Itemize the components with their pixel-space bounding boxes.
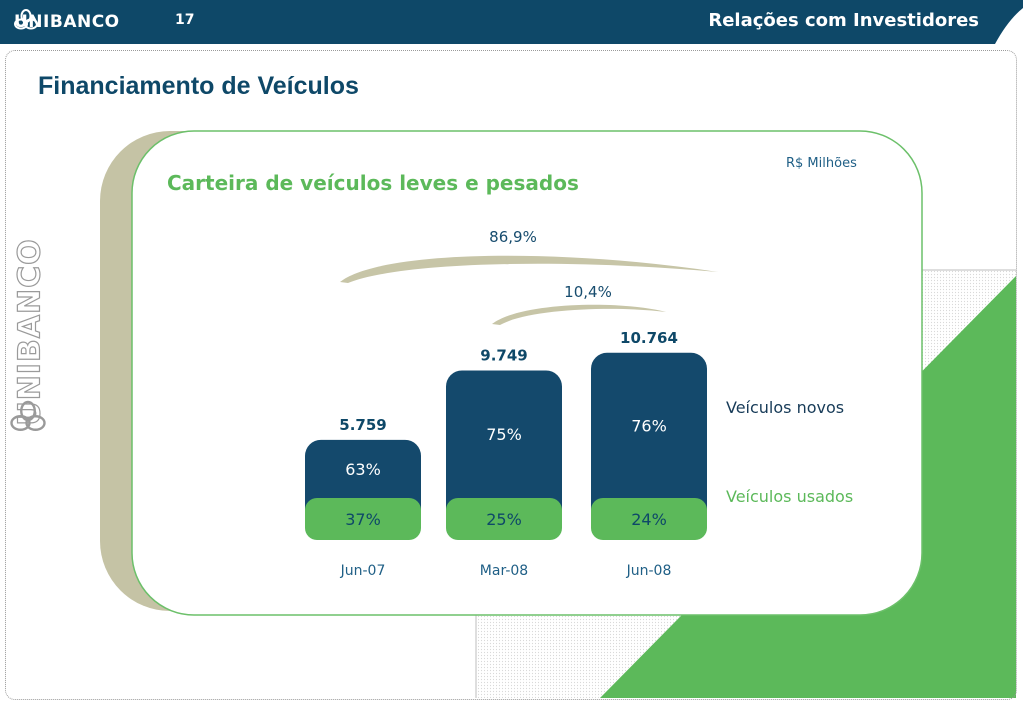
label-usados-jun-08: 24% xyxy=(631,510,667,529)
header-background xyxy=(0,0,1023,44)
growth-arc-mar08-jun08 xyxy=(492,304,666,325)
header-bar: UNIBANCO 17 Relações com Investidores xyxy=(0,0,1023,44)
brand-logo: UNIBANCO xyxy=(14,9,120,35)
total-label-jun-07: 5.759 xyxy=(339,416,386,434)
total-label-mar-08: 9.749 xyxy=(480,346,527,364)
vertical-logo: UNIBANCO xyxy=(6,222,48,438)
category-label-jun-08: Jun-08 xyxy=(626,563,672,579)
bar-usados-jun-08 xyxy=(591,498,707,540)
unibanco-emblem-icon xyxy=(14,9,38,30)
chart-title: Carteira de veículos leves e pesados xyxy=(167,171,579,195)
bar-novos-jun-08 xyxy=(591,352,707,540)
unit-label: R$ Milhões xyxy=(786,156,857,171)
growth-label-86: 86,9% xyxy=(489,228,537,246)
category-label-mar-08: Mar-08 xyxy=(480,563,528,579)
bar-novos-mar-08 xyxy=(446,370,562,540)
label-usados-mar-08: 25% xyxy=(486,510,522,529)
section-title: Relações com Investidores xyxy=(708,10,979,31)
growth-label-10: 10,4% xyxy=(564,283,612,301)
legend-veiculos-usados: Veículos usados xyxy=(726,487,854,506)
total-label-jun-08: 10.764 xyxy=(620,329,678,347)
slide-frame xyxy=(5,50,1017,700)
legend-veiculos-novos: Veículos novos xyxy=(726,398,845,417)
label-novos-jun-08: 76% xyxy=(631,416,667,435)
growth-arc-jun07-jun08 xyxy=(340,255,718,283)
brand-name: UNIBANCO xyxy=(14,12,120,32)
bar-usados-jun-07 xyxy=(305,498,421,540)
label-usados-jun-07: 37% xyxy=(345,510,381,529)
bar-usados-mar-08 xyxy=(446,498,562,540)
unibanco-emblem-icon xyxy=(10,400,46,431)
label-novos-jun-07: 63% xyxy=(345,460,381,479)
category-label-jun-07: Jun-07 xyxy=(340,563,386,579)
page-number: 17 xyxy=(175,12,195,28)
label-novos-mar-08: 75% xyxy=(486,425,522,444)
slide-title: Financiamento de Veículos xyxy=(38,72,359,100)
